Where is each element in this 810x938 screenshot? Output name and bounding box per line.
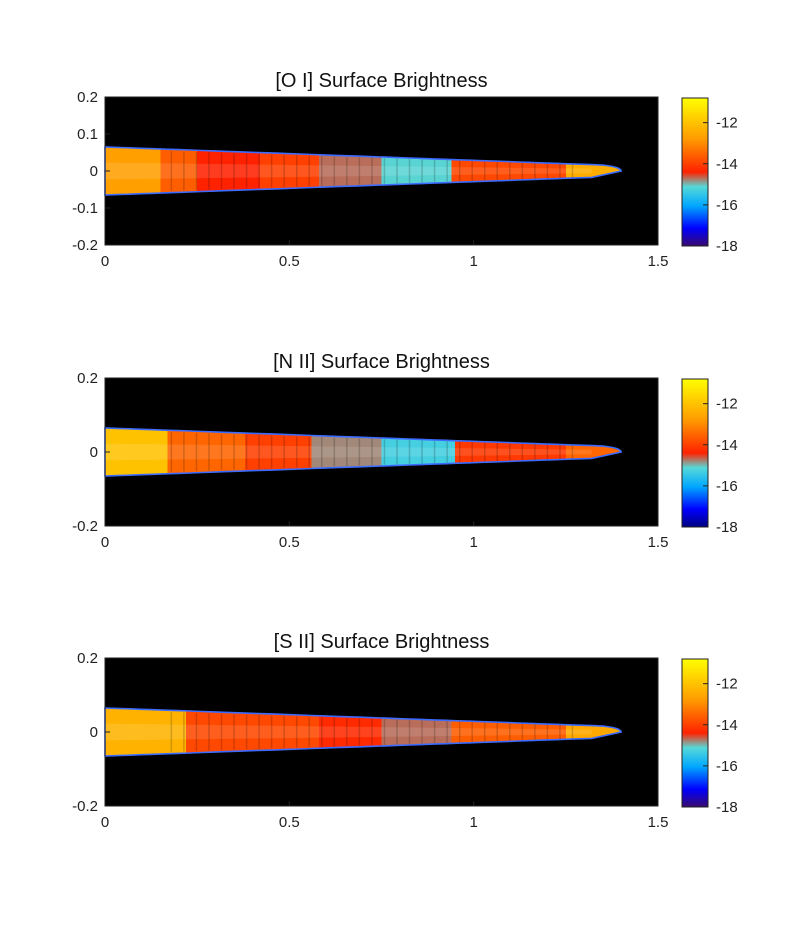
panel-title: [N II] Surface Brightness	[273, 351, 490, 373]
x-tick-label: 1	[469, 814, 477, 831]
colorbar	[681, 97, 709, 247]
colorbar-tick-label: -12	[716, 396, 738, 413]
colorbar-tick-label: -14	[716, 437, 738, 454]
y-tick-label: 0	[90, 444, 98, 461]
colorbar-tick-label: -18	[716, 799, 738, 816]
y-tick-label: 0	[90, 724, 98, 741]
colorbar-tick-label: -12	[716, 676, 738, 693]
x-tick-label: 0	[101, 253, 109, 270]
jet-core	[105, 443, 592, 461]
colorbar	[681, 658, 709, 808]
y-tick-label: 0.2	[77, 89, 98, 106]
jet-core	[105, 162, 592, 180]
y-tick-label: 0.2	[77, 650, 98, 667]
jet-emission	[104, 146, 623, 196]
x-tick-label: 1.5	[648, 814, 669, 831]
colorbar-tick-label: -14	[716, 717, 738, 734]
y-tick-label: -0.2	[72, 237, 98, 254]
panel-title: [S II] Surface Brightness	[274, 631, 490, 653]
jet-core	[105, 723, 592, 741]
x-tick-label: 0.5	[279, 534, 300, 551]
x-tick-label: 0	[101, 814, 109, 831]
x-tick-label: 1	[469, 534, 477, 551]
x-tick-label: 1.5	[648, 534, 669, 551]
y-tick-label: 0	[90, 163, 98, 180]
colorbar-tick-label: -16	[716, 478, 738, 495]
jet-emission	[104, 427, 623, 477]
x-tick-label: 1.5	[648, 253, 669, 270]
x-tick-label: 0	[101, 534, 109, 551]
colorbar-tick-label: -18	[716, 519, 738, 536]
y-tick-label: -0.1	[72, 200, 98, 217]
panel-title: [O I] Surface Brightness	[275, 70, 487, 92]
jet-emission	[104, 707, 623, 757]
y-tick-label: -0.2	[72, 518, 98, 535]
colorbar-tick-label: -14	[716, 156, 738, 173]
y-tick-label: -0.2	[72, 798, 98, 815]
y-tick-label: 0.2	[77, 370, 98, 387]
colorbar-tick-label: -12	[716, 115, 738, 132]
x-tick-label: 1	[469, 253, 477, 270]
x-tick-label: 0.5	[279, 253, 300, 270]
colorbar-tick-label: -16	[716, 758, 738, 775]
x-tick-label: 0.5	[279, 814, 300, 831]
colorbar-tick-label: -18	[716, 238, 738, 255]
colorbar	[681, 378, 709, 528]
colorbar-tick-label: -16	[716, 197, 738, 214]
y-tick-label: 0.1	[77, 126, 98, 143]
